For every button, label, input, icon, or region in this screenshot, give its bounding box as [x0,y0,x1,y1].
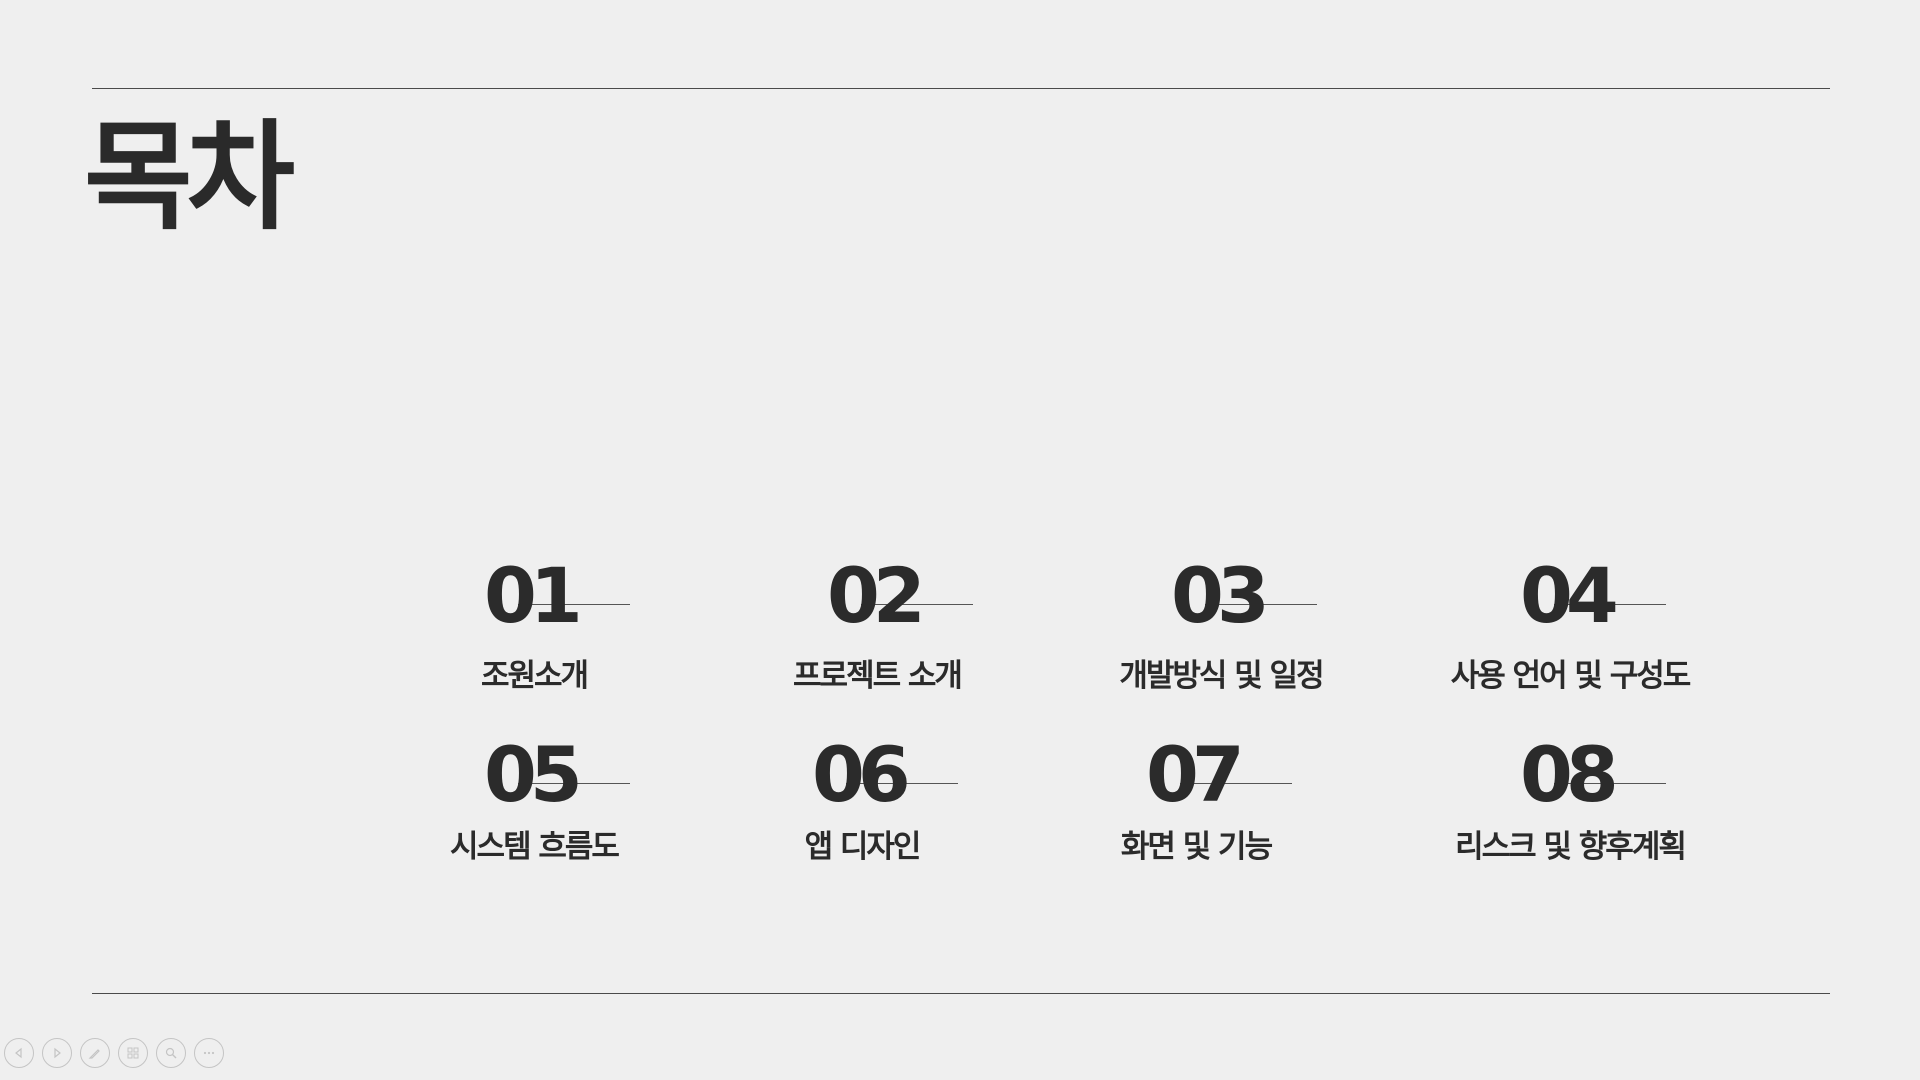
number-underline [518,604,630,605]
toc-item-08: 08 리스크 및 향후계획 [1400,737,1740,887]
toc-number: 05 [484,730,583,819]
toc-label: 사용 언어 및 구성도 [1450,658,1692,694]
number-underline [846,783,958,784]
previous-arrow-icon[interactable] [4,1038,34,1068]
slides-grid-icon[interactable] [118,1038,148,1068]
toc-number: 07 [1146,730,1245,819]
toc-number: 08 [1520,730,1619,819]
toc-number: 02 [827,551,926,640]
toc-label: 프로젝트 소개 [793,658,963,694]
toc-item-02: 02 프로젝트 소개 [707,558,1047,708]
more-options-icon[interactable] [194,1038,224,1068]
zoom-icon[interactable] [156,1038,186,1068]
toc-label: 앱 디자인 [804,829,922,865]
number-underline [861,604,973,605]
toc-label: 리스크 및 향후계획 [1455,829,1687,865]
number-underline [1205,604,1317,605]
top-divider [92,88,1830,89]
number-underline [1554,604,1666,605]
toc-item-03: 03 개발방식 및 일정 [1051,558,1391,708]
page-title: 목차 [84,108,295,246]
toc-item-05: 05 시스템 흐름도 [364,737,704,887]
toc-number: 06 [812,730,911,819]
toc-item-07: 07 화면 및 기능 [1026,737,1366,887]
toc-item-06: 06 앱 디자인 [692,737,1032,887]
toc-label: 화면 및 기능 [1120,829,1273,865]
number-underline [1554,783,1666,784]
toc-number: 03 [1171,551,1270,640]
toc-number: 01 [484,551,583,640]
toc-label: 조원소개 [480,658,589,694]
toc-item-01: 01 조원소개 [364,558,704,708]
bottom-divider [92,993,1830,994]
toc-item-04: 04 사용 언어 및 구성도 [1400,558,1740,708]
number-underline [518,783,630,784]
pen-icon[interactable] [80,1038,110,1068]
toc-number: 04 [1520,551,1619,640]
number-underline [1180,783,1292,784]
slideshow-controls [4,1038,224,1068]
toc-label: 개발방식 및 일정 [1119,658,1324,694]
toc-label: 시스템 흐름도 [450,829,620,865]
next-arrow-icon[interactable] [42,1038,72,1068]
